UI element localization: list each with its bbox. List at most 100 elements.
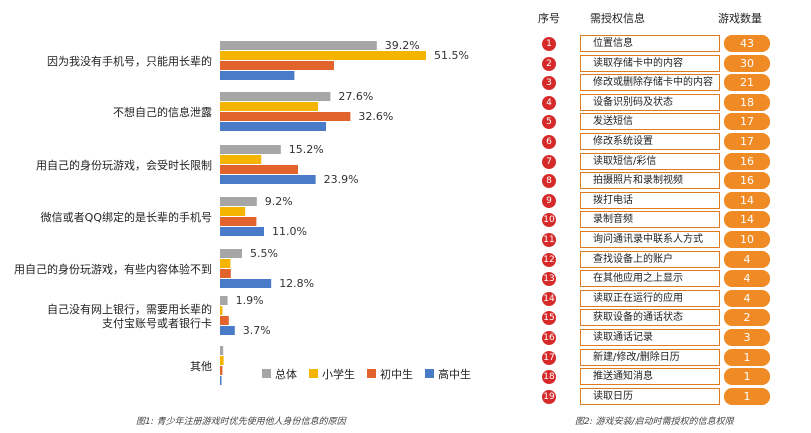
game-count-badge: 1 [724,368,770,386]
row-number-badge: 19 [542,389,556,404]
data-label: 12.8% [279,277,314,290]
game-count-badge: 43 [724,35,770,52]
bar-高中生 [220,326,235,335]
category-label: 其他 [190,360,212,373]
bar-初中生 [220,165,298,174]
legend-swatch-初中生 [367,369,376,378]
row-number-badge: 15 [542,311,556,326]
game-count-badge: 18 [724,93,770,111]
game-count-badge: 1 [724,387,770,405]
bar-小学生 [220,259,231,268]
category-label: 用自己的身份玩游戏，有些内容体验不到 [14,262,212,276]
bar-初中生 [220,366,223,375]
row-number-badge: 7 [542,154,556,169]
permission-name: 在其他应用之上显示 [580,270,720,288]
legend-label: 小学生 [322,367,355,381]
permission-row: 3 修改或删除存储卡中的内容 21 [538,74,808,94]
permission-row: 1 位置信息 43 [538,35,808,55]
row-number-badge: 17 [542,350,556,365]
header-no: 序号 [538,12,560,25]
game-count-badge: 30 [724,54,770,72]
row-number-badge: 9 [542,193,556,208]
category-label: 微信或者QQ绑定的是长辈的手机号 [41,210,212,224]
permission-name: 位置信息 [580,35,720,52]
bar-小学生 [220,356,224,365]
category-label: 自己没有网上银行，需要用长辈的 [47,302,212,316]
bar-总体 [220,92,331,101]
data-label: 11.0% [272,225,307,238]
bar-高中生 [220,175,316,184]
bar-总体 [220,249,242,258]
header-info: 需授权信息 [590,12,645,25]
game-count-badge: 4 [724,289,770,307]
data-label: 32.6% [358,110,393,123]
row-number-badge: 13 [542,272,556,287]
legend-swatch-小学生 [309,369,318,378]
bar-高中生 [220,122,326,131]
row-number-badge: 6 [542,135,556,149]
permission-row: 7 读取短信/彩信 16 [538,152,808,173]
data-label: 15.2% [289,143,324,156]
category-label: 不想自己的信息泄露 [113,105,212,119]
game-count-badge: 17 [724,133,770,150]
row-number-badge: 11 [542,233,556,247]
row-number-badge: 14 [542,291,556,306]
game-count-badge: 3 [724,329,770,346]
bar-初中生 [220,112,351,121]
game-count-badge: 17 [724,113,770,131]
permission-row: 10 录制音频 14 [538,211,808,231]
legend-label: 总体 [275,367,297,381]
permission-name: 读取正在运行的应用 [580,289,720,307]
bar-高中生 [220,71,295,80]
permission-name: 拍摄照片和录制视频 [580,172,720,190]
permission-row: 2 读取存储卡中的内容 30 [538,54,808,75]
bar-小学生 [220,51,426,60]
game-count-badge: 4 [724,250,770,268]
data-label: 5.5% [250,247,278,260]
permission-table: 序号 需授权信息 游戏数量 1 位置信息 43 2 读取存储卡中的内容 30 3 修改或删除存… [538,8,808,408]
permission-row: 13 在其他应用之上显示 4 [538,270,808,290]
category-label: 支付宝账号或者银行卡 [102,316,212,330]
bar-高中生 [220,279,272,288]
category-label: 因为我没有手机号，只能用长辈的 [47,54,212,68]
game-count-badge: 14 [724,191,770,209]
game-count-badge: 16 [724,172,770,190]
permission-name: 新建/修改/删除日历 [580,348,720,366]
legend-swatch-总体 [262,369,271,378]
permission-row: 18 推送通知消息 1 [538,368,808,388]
permission-row: 19 读取日历 1 [538,387,808,408]
permission-row: 17 新建/修改/删除日历 1 [538,348,808,369]
bar-小学生 [220,207,246,216]
bar-初中生 [220,269,231,278]
bar-初中生 [220,61,334,70]
data-label: 39.2% [385,39,420,52]
game-count-badge: 14 [724,211,770,229]
permission-name: 读取日历 [580,387,720,405]
bar-总体 [220,346,224,355]
game-count-badge: 10 [724,231,770,248]
data-label: 23.9% [324,173,359,186]
bar-小学生 [220,155,262,164]
data-label: 1.9% [236,294,264,307]
permission-name: 修改系统设置 [580,133,720,150]
row-number-badge: 2 [542,56,556,71]
bar-高中生 [220,227,264,236]
legend-label: 高中生 [438,367,471,381]
permission-row: 6 修改系统设置 17 [538,133,808,153]
bar-总体 [220,145,281,154]
reason-bar-chart: 因为我没有手机号，只能用长辈的 39.2% 51.5% 不想自己的信息泄露 27.6% 3… [14,39,471,385]
category-label: 用自己的身份玩游戏，会受时长限制 [36,158,212,172]
game-count-badge: 16 [724,152,770,170]
bar-初中生 [220,316,229,325]
permission-name: 修改或删除存储卡中的内容 [580,74,720,92]
chart1-caption: 图1: 青少年注册游戏时优先使用他人身份信息的原因 [136,417,346,427]
bar-总体 [220,296,228,305]
permission-row: 12 查找设备上的账户 4 [538,250,808,271]
bar-总体 [220,41,377,50]
game-count-badge: 1 [724,348,770,366]
game-count-badge: 4 [724,270,770,288]
row-number-badge: 8 [542,174,556,189]
data-label: 3.7% [243,324,271,337]
row-number-badge: 4 [542,95,556,110]
permission-row: 15 获取设备的通话状态 2 [538,309,808,329]
